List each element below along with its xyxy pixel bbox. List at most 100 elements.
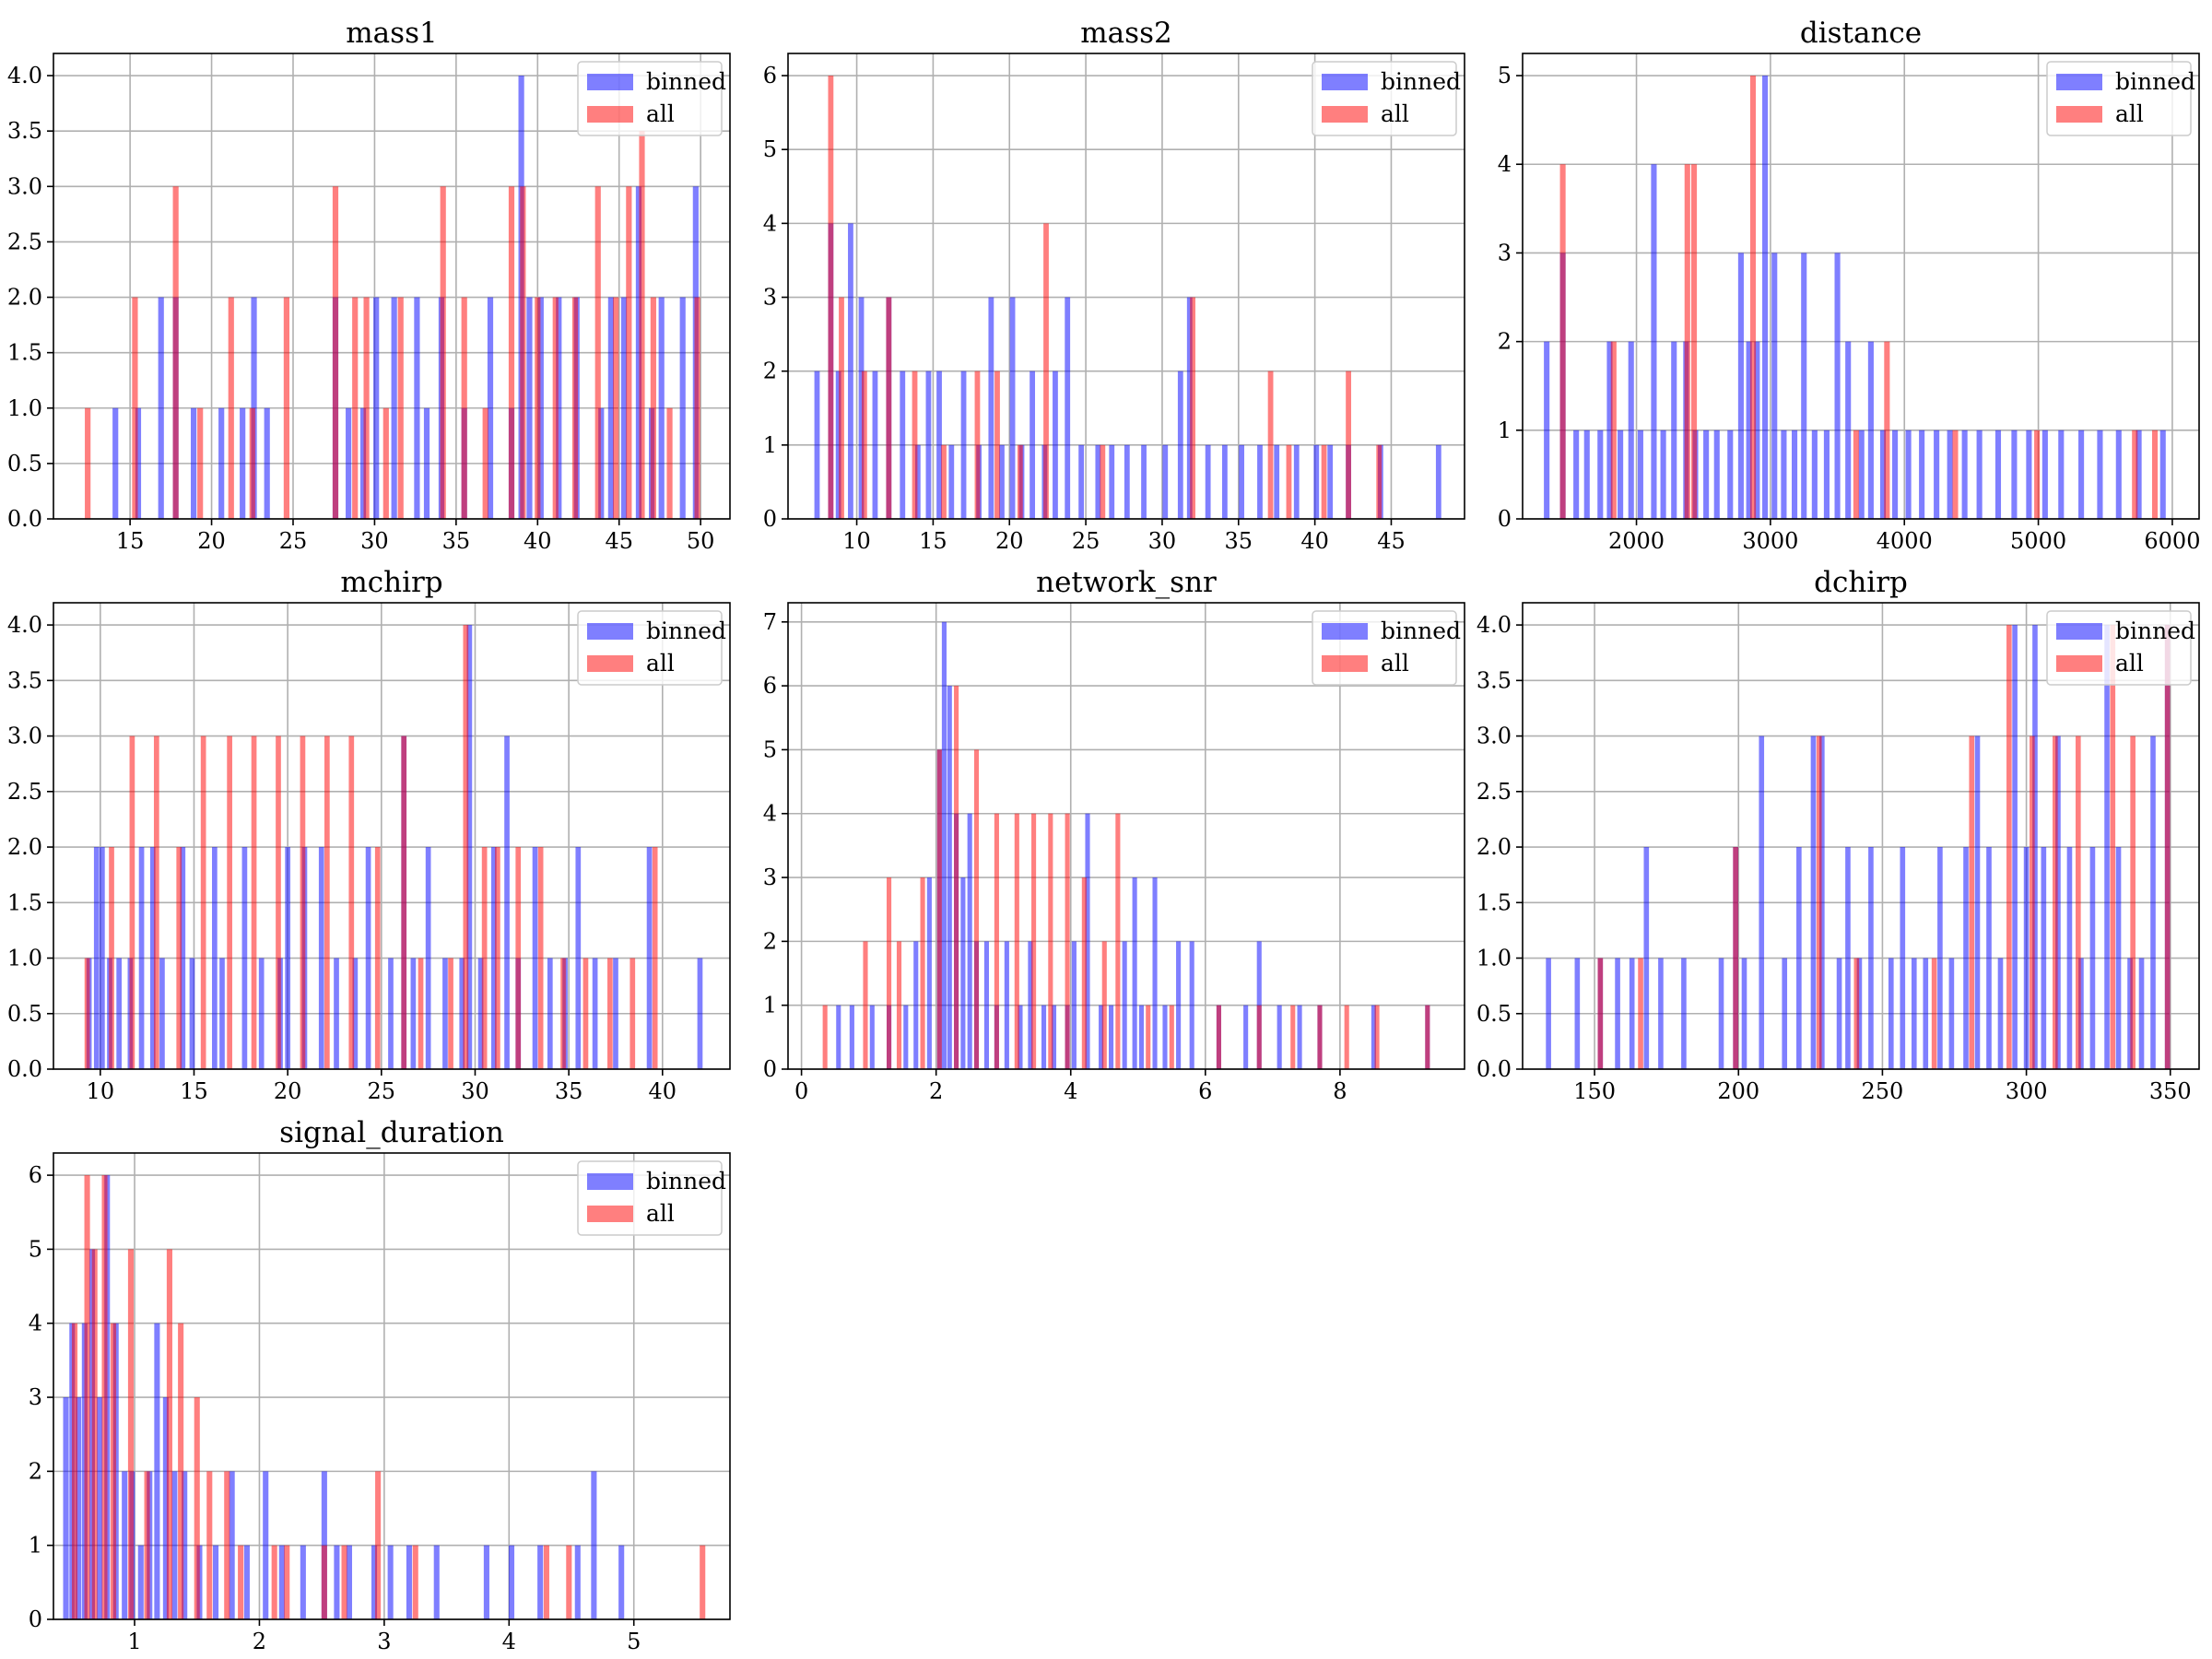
histogram-bar-binned bbox=[2011, 429, 2018, 519]
histogram-bar-all bbox=[839, 297, 844, 519]
histogram-bar-binned bbox=[2041, 847, 2047, 1069]
histogram-bar-all bbox=[375, 1471, 382, 1619]
histogram-bar-all bbox=[440, 186, 446, 520]
histogram-bar-binned bbox=[1162, 444, 1169, 519]
histogram-bar-binned bbox=[490, 847, 497, 1069]
histogram-bar-binned bbox=[76, 1397, 82, 1619]
histogram-bar-binned bbox=[2078, 429, 2085, 519]
histogram-bar-binned bbox=[318, 847, 324, 1069]
histogram-bar-all bbox=[1749, 76, 1757, 520]
histogram-bar-binned bbox=[171, 1471, 178, 1619]
histogram-bar-binned bbox=[2089, 847, 2096, 1069]
histogram-bar-binned bbox=[848, 223, 853, 519]
legend-swatch-all bbox=[587, 1206, 633, 1222]
histogram-bar-binned bbox=[1205, 444, 1211, 519]
histogram-bar-binned bbox=[1186, 297, 1193, 519]
histogram-bar-all bbox=[1321, 444, 1327, 519]
histogram-bar-binned bbox=[1834, 253, 1841, 519]
histogram-bar-binned bbox=[1085, 813, 1090, 1069]
legend: binned all bbox=[1312, 610, 1461, 686]
histogram-bar-all bbox=[2076, 735, 2081, 1069]
histogram-bar-binned bbox=[925, 371, 932, 519]
histogram-bar-binned bbox=[1923, 958, 1929, 1069]
histogram-bar-all bbox=[238, 1545, 244, 1619]
histogram-bar-all bbox=[2132, 429, 2138, 519]
histogram-bar-binned bbox=[1243, 1005, 1249, 1069]
histogram-bar-binned bbox=[1574, 958, 1581, 1069]
histogram-bar-all bbox=[639, 131, 645, 519]
x-tick-label: 15 bbox=[116, 528, 145, 554]
legend-label-binned: binned bbox=[2115, 618, 2195, 644]
histogram-bar-all bbox=[332, 186, 339, 520]
y-tick-label: 0 bbox=[29, 1606, 42, 1632]
legend-label-all: all bbox=[646, 100, 675, 127]
histogram-bar-all bbox=[110, 1323, 117, 1619]
histogram-bar-binned bbox=[983, 941, 990, 1069]
histogram-bar-all bbox=[2110, 625, 2116, 1069]
x-tick-label: 25 bbox=[279, 528, 308, 554]
histogram-bar-binned bbox=[537, 1545, 544, 1619]
histogram-bar-binned bbox=[425, 847, 431, 1069]
histogram-bar-binned bbox=[1109, 444, 1115, 519]
histogram-bar-binned bbox=[1681, 958, 1687, 1069]
y-tick-label: 4 bbox=[29, 1311, 42, 1336]
legend-swatch-binned bbox=[2056, 623, 2102, 640]
histogram-bar-binned bbox=[1643, 847, 1650, 1069]
histogram-bar-all bbox=[994, 371, 1000, 519]
histogram-bar-binned bbox=[1759, 735, 1765, 1069]
histogram-bar-binned bbox=[122, 1471, 128, 1619]
histogram-bar-binned bbox=[2055, 735, 2061, 1069]
legend-swatch-binned bbox=[1322, 623, 1368, 640]
y-tick-label: 2.0 bbox=[1477, 834, 1512, 860]
histogram-bar-binned bbox=[219, 958, 225, 1069]
histogram-bar-all bbox=[200, 735, 206, 1069]
legend-swatch-all bbox=[2056, 655, 2102, 672]
histogram-bar-binned bbox=[285, 847, 291, 1069]
histogram-bar-binned bbox=[116, 958, 123, 1069]
x-tick-label: 30 bbox=[1148, 528, 1177, 554]
histogram-bar-all bbox=[363, 297, 370, 519]
histogram-bar-all bbox=[1853, 429, 1859, 519]
histogram-bar-binned bbox=[93, 847, 100, 1069]
histogram-bar-binned bbox=[258, 958, 265, 1069]
histogram-bar-binned bbox=[1781, 429, 1787, 519]
histogram-bar-binned bbox=[547, 958, 553, 1069]
histogram-bar-all bbox=[571, 297, 579, 519]
histogram-bar-all bbox=[448, 958, 453, 1069]
histogram-bar-binned bbox=[936, 371, 942, 519]
histogram-bar-all bbox=[694, 297, 700, 519]
y-tick-label: 4 bbox=[763, 210, 777, 236]
histogram-bar-all bbox=[566, 1545, 572, 1619]
histogram-bar-all bbox=[863, 941, 868, 1069]
axes-frame bbox=[1522, 602, 2200, 1070]
histogram-bar-all bbox=[271, 1545, 277, 1619]
histogram-bar-all bbox=[228, 297, 234, 519]
y-tick-label: 1.5 bbox=[1477, 889, 1512, 915]
histogram-bar-all bbox=[276, 735, 281, 1069]
histogram-bar-binned bbox=[2012, 625, 2018, 1069]
histogram-bar-binned bbox=[191, 407, 197, 519]
histogram-bar-binned bbox=[1703, 429, 1710, 519]
histogram-bar-binned bbox=[2026, 429, 2032, 519]
legend-swatch-all bbox=[2056, 106, 2102, 123]
legend-label-binned: binned bbox=[646, 68, 726, 95]
histogram-bar-binned bbox=[388, 958, 394, 1069]
histogram-bar-binned bbox=[814, 371, 820, 519]
y-tick-label: 3.5 bbox=[1477, 667, 1512, 693]
histogram-bar-binned bbox=[229, 1471, 235, 1619]
histogram-bar-all bbox=[515, 847, 522, 1069]
x-tick-label: 3000 bbox=[1742, 528, 1798, 554]
y-tick-label: 3 bbox=[29, 1384, 42, 1410]
histogram-bar-all bbox=[1690, 164, 1698, 519]
y-tick-label: 1.0 bbox=[7, 946, 42, 971]
histogram-bar-all bbox=[85, 407, 91, 519]
histogram-bar-all bbox=[1043, 223, 1049, 519]
histogram-bar-binned bbox=[334, 1545, 340, 1619]
histogram-bar-binned bbox=[138, 847, 145, 1069]
histogram-bar-binned bbox=[1122, 941, 1127, 1069]
histogram-bar-all bbox=[91, 1249, 98, 1619]
y-tick-label: 3.5 bbox=[7, 667, 42, 693]
histogram-bar-binned bbox=[620, 297, 628, 519]
histogram-bar-binned bbox=[100, 847, 105, 1069]
